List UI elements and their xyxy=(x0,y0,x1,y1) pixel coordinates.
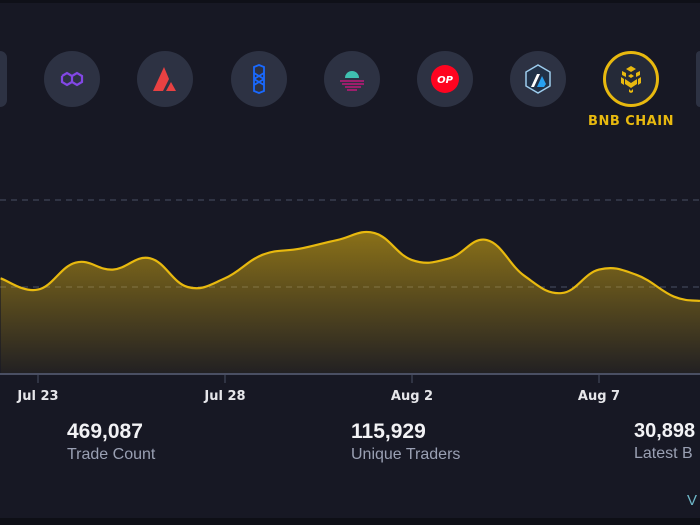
fantom-icon xyxy=(253,64,265,94)
area-chart: Jul 23 Jul 28 Aug 2 Aug 7 xyxy=(0,199,700,404)
optimism-icon: OP xyxy=(431,65,459,93)
stat-value: 30,898 xyxy=(634,420,696,442)
chain-button-optimism[interactable]: OP xyxy=(417,51,473,107)
chain-button-bnb[interactable] xyxy=(603,51,659,107)
stat-value: 115,929 xyxy=(351,420,426,443)
arbitrum-icon xyxy=(525,64,551,94)
chain-button-metis[interactable] xyxy=(324,51,380,107)
avalanche-icon xyxy=(153,67,176,91)
stat-label: Trade Count xyxy=(67,446,156,463)
chain-button-partial[interactable] xyxy=(0,51,7,107)
x-tick-label: Aug 2 xyxy=(391,389,433,404)
polygon-icon xyxy=(60,71,84,87)
chain-button-arbitrum[interactable] xyxy=(510,51,566,107)
stat-value: 469,087 xyxy=(67,420,143,443)
bnb-chain-icon xyxy=(621,66,641,93)
stat-trade-count: 469,087 Trade Count xyxy=(67,420,155,464)
stat-label: Unique Traders xyxy=(351,446,461,463)
stat-label: Latest B xyxy=(634,445,693,462)
chain-button-avalanche[interactable] xyxy=(137,51,193,107)
bottom-border xyxy=(0,518,700,525)
metis-icon xyxy=(340,71,364,91)
view-more-link[interactable]: V xyxy=(687,492,698,509)
stat-unique-traders: 115,929 Unique Traders xyxy=(351,420,460,464)
chain-button-fantom[interactable] xyxy=(231,51,287,107)
chain-button-partial[interactable] xyxy=(696,51,700,107)
stat-latest-block: 30,898 Latest B xyxy=(634,420,695,463)
area-fill xyxy=(0,232,700,374)
op-text: OP xyxy=(437,75,454,86)
selected-chain-label: BNB CHAIN xyxy=(588,114,674,129)
top-border xyxy=(0,0,700,3)
chain-button-polygon[interactable] xyxy=(44,51,100,107)
series-line xyxy=(0,230,700,303)
x-tick-label: Jul 28 xyxy=(203,389,245,404)
x-tick-label: Jul 23 xyxy=(16,389,58,404)
x-tick-label: Aug 7 xyxy=(578,389,620,404)
